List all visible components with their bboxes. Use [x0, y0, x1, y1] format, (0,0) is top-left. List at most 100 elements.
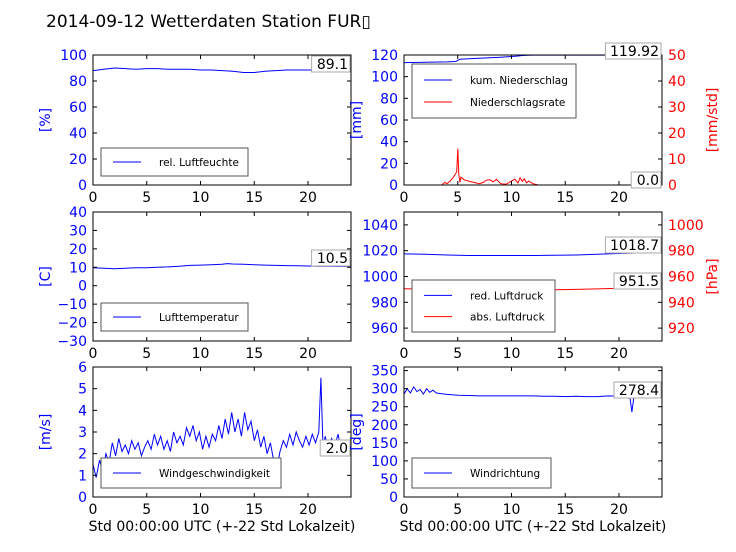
y-tick-label: 40 — [69, 205, 87, 221]
y-axis-label: [%] — [38, 108, 54, 132]
y-tick-label: 20 — [69, 242, 87, 258]
value-box: 1018.7 — [610, 238, 659, 254]
x-tick-label: 0 — [89, 346, 98, 362]
panel-pressure: 0 5 10 15 20 960 980 1000 1020 1040 920 940 960 980 10… — [362, 211, 721, 362]
y2-tick-label: 30 — [668, 100, 686, 116]
y-tick-label: −20 — [57, 316, 87, 332]
y-tick-label: 300 — [371, 382, 398, 398]
y2-tick-label: 980 — [668, 244, 695, 260]
y-tick-label: 350 — [371, 364, 398, 380]
x-tick-label: 20 — [299, 502, 317, 518]
series-line-wind_direction-0 — [404, 385, 662, 413]
value-box-frame — [311, 55, 351, 73]
y-tick-label: 40 — [69, 126, 87, 142]
x-tick-label: 5 — [142, 346, 151, 362]
y2-tick-label: 920 — [668, 321, 695, 337]
series-line-wind_speed-0 — [93, 377, 351, 478]
x-tick-label: 20 — [299, 190, 317, 206]
y-tick-label: 100 — [371, 70, 398, 86]
y-tick-label: 80 — [69, 74, 87, 90]
y-tick-label: 0 — [78, 279, 87, 295]
y-tick-label: 1040 — [362, 218, 398, 234]
y-tick-label: 6 — [78, 360, 87, 376]
y-tick-label: 50 — [380, 472, 398, 488]
panel-precipitation: 0 5 10 15 20 0 20 40 60 80 100 120 0 10 20 30 40 50 [mm] [m… — [349, 42, 721, 206]
y-tick-label: 40 — [380, 135, 398, 151]
y-tick-label: 0 — [389, 490, 398, 506]
y-tick-label: 960 — [371, 321, 398, 337]
value-box-frame — [604, 236, 662, 254]
value-box: 2.0 — [326, 441, 348, 457]
x-tick-label: 5 — [453, 346, 462, 362]
legend-label: red. Luftdruck — [470, 290, 544, 302]
x-tick-label: 0 — [89, 190, 98, 206]
x-tick-label: 20 — [610, 502, 628, 518]
y2-tick-label: 20 — [668, 126, 686, 142]
y-tick-label: 200 — [371, 418, 398, 434]
x-tick-label: 15 — [245, 190, 263, 206]
y-tick-label: 2 — [78, 447, 87, 463]
legend-frame — [411, 279, 556, 333]
value-box-frame — [319, 439, 351, 457]
legend-label: abs. Luftdruck — [470, 312, 546, 324]
legend: red. Luftdruck abs. Luftdruck — [411, 279, 556, 333]
value-box-frame — [311, 249, 351, 267]
series-line-temperature-0 — [93, 263, 351, 270]
x-tick-label: 10 — [503, 190, 521, 206]
series-line-precipitation-1 — [404, 148, 662, 185]
value-box: 89.1 — [317, 57, 348, 73]
y-tick-label: 20 — [69, 152, 87, 168]
x-tick-label: 10 — [192, 190, 210, 206]
value-box-frame — [613, 381, 662, 399]
y-tick-label: 80 — [380, 91, 398, 107]
y-tick-label: 0 — [78, 490, 87, 506]
x-tick-label: 0 — [400, 502, 409, 518]
x-tick-label: 20 — [299, 346, 317, 362]
axes-frame — [92, 54, 352, 186]
value-box: 278.4 — [619, 383, 659, 399]
legend: Windrichtung — [411, 457, 552, 489]
x-tick-label: 0 — [89, 502, 98, 518]
y-tick-label: 0 — [78, 178, 87, 194]
axes-frame — [92, 211, 352, 342]
y2-axis-label: [mm/std] — [705, 88, 721, 153]
x-tick-label: 5 — [453, 502, 462, 518]
y2-tick-label: 40 — [668, 74, 686, 90]
y-tick-label: 250 — [371, 400, 398, 416]
x-tick-label: 15 — [245, 502, 263, 518]
y-tick-label: 150 — [371, 436, 398, 452]
x-tick-label: 10 — [503, 502, 521, 518]
y-tick-label: 1 — [78, 468, 87, 484]
x-tick-label: 5 — [142, 502, 151, 518]
y-tick-label: 1020 — [362, 244, 398, 260]
y-tick-label: 30 — [69, 223, 87, 239]
legend-label: Lufttemperatur — [159, 312, 239, 324]
legend: kum. Niederschlag Niederschlagsrate — [411, 63, 577, 119]
x-tick-label: 10 — [192, 346, 210, 362]
y2-tick-label: 50 — [668, 48, 686, 64]
x-tick-label: 20 — [610, 190, 628, 206]
figure-title: 2014-09-12 Wetterdaten Station FUR▯ — [46, 12, 371, 32]
y-tick-label: 60 — [69, 100, 87, 116]
value-box-2: 0.0 — [637, 173, 659, 189]
y-tick-label: 4 — [78, 403, 87, 419]
y-tick-label: 100 — [371, 454, 398, 470]
y-tick-label: 10 — [69, 260, 87, 276]
legend-label: Windrichtung — [470, 468, 540, 480]
y-tick-label: 0 — [389, 178, 398, 194]
value-box-frame — [604, 42, 662, 60]
axes-frame — [403, 366, 663, 498]
legend: Windgeschwindigkeit — [100, 457, 282, 489]
y-tick-label: 3 — [78, 425, 87, 441]
y2-axis-label: [hPa] — [705, 258, 721, 294]
y-tick-label: 60 — [380, 113, 398, 129]
x-tick-label: 15 — [556, 346, 574, 362]
value-box: 119.92 — [610, 44, 659, 60]
y-tick-label: −30 — [57, 334, 87, 350]
x-tick-label: 15 — [556, 502, 574, 518]
x-tick-label: 0 — [400, 346, 409, 362]
value-box: 10.5 — [317, 251, 348, 267]
legend-frame — [411, 457, 552, 489]
y-axis-label: [C] — [38, 266, 54, 287]
